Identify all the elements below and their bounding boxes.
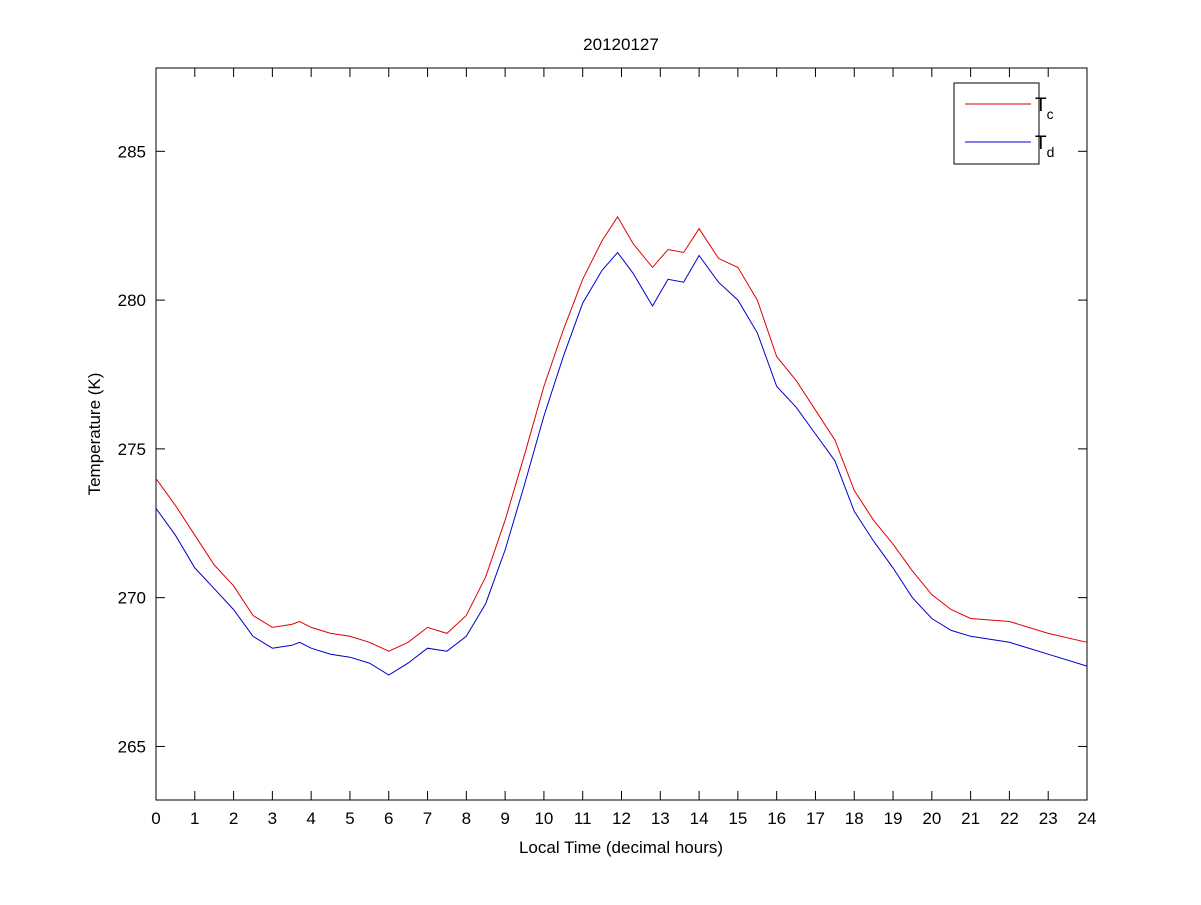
series-line-tc [155, 215, 1088, 652]
x-tick-label: 12 [612, 809, 631, 828]
x-tick-label: 6 [384, 809, 393, 828]
x-tick-label: 19 [884, 809, 903, 828]
plot-area [155, 67, 1088, 801]
legend-label-tc: Tc [1035, 95, 1054, 122]
x-tick-label: 7 [423, 809, 432, 828]
y-tick-label: 265 [118, 737, 146, 756]
x-tick-label: 24 [1078, 809, 1097, 828]
x-tick-label: 3 [268, 809, 277, 828]
x-tick-label: 9 [500, 809, 509, 828]
x-tick-label: 11 [574, 809, 592, 828]
x-tick-label: 21 [961, 809, 980, 828]
legend-box [953, 82, 1040, 165]
x-tick-label: 17 [806, 809, 825, 828]
legend-label-td: Td [1035, 133, 1054, 160]
x-tick-label: 8 [462, 809, 471, 828]
x-axis-label: Local Time (decimal hours) [519, 838, 723, 857]
x-tick-label: 23 [1039, 809, 1058, 828]
x-tick-label: 0 [151, 809, 160, 828]
y-axis-label: Temperature (K) [85, 373, 104, 496]
chart-title: 20120127 [583, 35, 659, 54]
x-tick-label: 16 [767, 809, 786, 828]
series-line-td [155, 251, 1088, 676]
legend: Tc Td [953, 82, 1054, 165]
y-tick-label: 280 [118, 291, 146, 310]
x-tick-label: 20 [922, 809, 941, 828]
y-tick-label: 285 [118, 142, 146, 161]
y-tick-label: 270 [118, 589, 146, 608]
x-tick-label: 15 [728, 809, 747, 828]
x-tick-label: 13 [651, 809, 670, 828]
x-tick-label: 10 [534, 809, 553, 828]
x-tick-label: 4 [306, 809, 315, 828]
x-tick-label: 5 [345, 809, 354, 828]
x-tick-label: 14 [690, 809, 709, 828]
x-tick-label: 2 [229, 809, 238, 828]
x-tick-label: 22 [1000, 809, 1019, 828]
y-tick-label: 275 [118, 440, 146, 459]
x-tick-label: 1 [190, 809, 199, 828]
x-tick-label: 18 [845, 809, 864, 828]
